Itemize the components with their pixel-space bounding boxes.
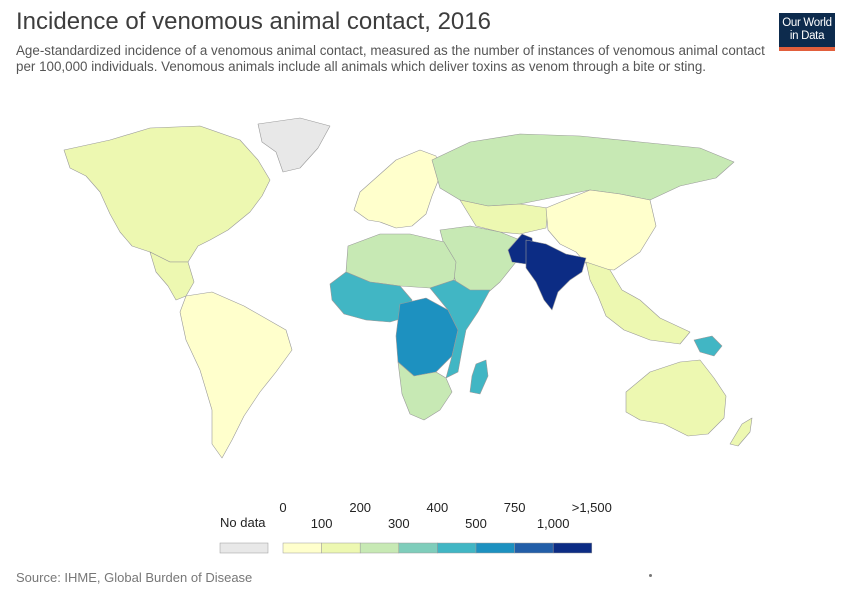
region-north-america[interactable] [63,125,271,263]
legend-bin[interactable] [321,542,361,554]
region-png[interactable] [693,335,723,357]
region-central-africa[interactable] [395,297,459,377]
legend-bin[interactable] [552,542,593,554]
legend-tick-label: 200 [349,500,372,515]
region-new-zealand[interactable] [729,417,753,447]
region-greenland[interactable] [257,117,331,173]
region-southern-africa[interactable] [397,361,453,421]
legend-bin[interactable] [475,542,515,554]
legend-tick-label: 100 [310,516,333,531]
legend-tick-label: 750 [503,500,526,515]
chart-title: Incidence of venomous animal contact, 20… [16,8,491,35]
region-southeast-asia[interactable] [585,261,691,345]
legend-bin[interactable] [437,542,477,554]
region-europe[interactable] [353,149,441,229]
chart-subtitle: Age-standardized incidence of a venomous… [16,43,765,74]
region-madagascar[interactable] [469,359,489,395]
legend-nodata-swatch [219,542,269,554]
world-map [63,117,753,459]
logo-line-2: in Data [789,30,825,42]
region-australia[interactable] [625,359,727,437]
owid-logo[interactable]: Our World in Data [779,13,835,51]
region-india[interactable] [525,239,587,311]
footer-dot [649,574,652,577]
legend-bin[interactable] [282,542,322,554]
legend-tick-label: 300 [387,516,410,531]
legend-tick-label: 1,000 [536,516,570,531]
source-note[interactable]: Source: IHME, Global Burden of Disease [16,570,253,585]
region-china[interactable] [545,189,657,271]
logo-line-1: Our World [782,17,832,29]
legend-bins [282,542,593,554]
legend-tick-label: 500 [465,516,487,531]
region-central-asia[interactable] [459,199,549,235]
legend-tick-label: >1,500 [571,500,612,515]
legend-tick-label: 0 [279,500,287,515]
legend-tick-label: 400 [426,500,449,515]
region-east-africa[interactable] [429,279,491,379]
legend-bin[interactable] [514,542,554,554]
legend-nodata-label: No data [220,515,266,530]
region-south-america[interactable] [179,291,293,459]
legend-bin[interactable] [398,542,438,554]
legend-bin[interactable] [359,542,400,554]
